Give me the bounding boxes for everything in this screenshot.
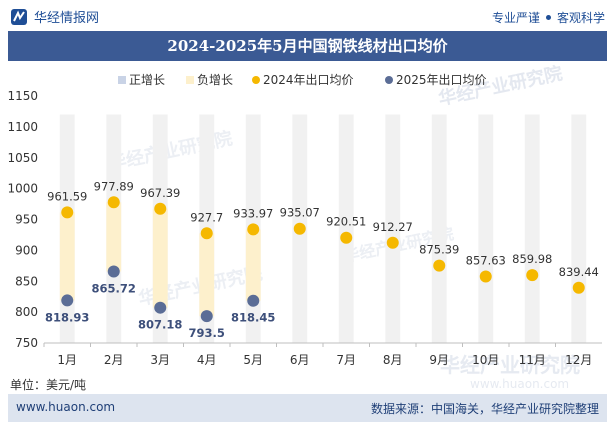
- data-label-2024: 935.07: [280, 206, 320, 220]
- legend-label-negative: 负增长: [197, 73, 233, 87]
- data-label-2024: 859.98: [512, 252, 552, 266]
- x-tick-label: 11月: [519, 353, 546, 367]
- point-2024: [61, 206, 74, 219]
- top-bar: 华经情报网 专业严谨 客观科学: [0, 0, 615, 32]
- data-label-2024: 920.51: [326, 215, 366, 229]
- motto: 专业严谨 客观科学: [492, 9, 605, 26]
- point-2025: [200, 310, 213, 323]
- y-tick-label: 1050: [7, 151, 38, 165]
- point-2024: [340, 231, 353, 244]
- legend-swatch-positive: [118, 76, 126, 84]
- data-label-2025: 818.45: [231, 311, 275, 325]
- y-tick-label: 850: [15, 274, 38, 288]
- data-label-2024: 857.63: [466, 254, 506, 268]
- point-2024: [247, 223, 260, 236]
- point-2024: [107, 196, 120, 209]
- x-tick-label: 2月: [104, 353, 124, 367]
- column-band: [571, 114, 587, 344]
- x-tick-label: 9月: [429, 353, 449, 367]
- data-label-2025: 865.72: [92, 282, 136, 296]
- point-2024: [200, 227, 213, 240]
- data-label-2025: 793.5: [189, 326, 225, 340]
- footer-source: 数据来源：中国海关，华经产业研究院整理: [370, 402, 599, 416]
- brand-name: 华经情报网: [34, 11, 100, 26]
- column-band: [524, 114, 540, 344]
- legend-marker-2024: [252, 76, 260, 84]
- unit-label: 单位：美元/吨: [10, 378, 87, 392]
- data-label-2024: 977.89: [94, 179, 134, 193]
- column-band: [431, 114, 447, 344]
- y-tick-label: 800: [15, 305, 38, 319]
- x-tick-label: 10月: [472, 353, 499, 367]
- data-label-2024: 875.39: [419, 243, 459, 257]
- change-bar: [59, 212, 75, 301]
- point-2024: [479, 270, 492, 283]
- data-label-2024: 961.59: [47, 189, 87, 203]
- legend-label-2025: 2025年出口均价: [396, 73, 487, 87]
- watermark-text: 华经产业研究院: [440, 353, 580, 377]
- legend-swatch-negative: [186, 76, 194, 84]
- data-label-2024: 912.27: [373, 220, 413, 234]
- huajing-logo-icon: [11, 8, 27, 25]
- data-label-2025: 807.18: [138, 318, 182, 332]
- brand[interactable]: 华经情报网: [10, 7, 99, 26]
- y-tick-label: 1100: [7, 120, 38, 134]
- point-2024: [433, 259, 446, 272]
- column-band: [385, 114, 401, 344]
- y-tick-label: 900: [15, 243, 38, 257]
- point-2024: [154, 202, 167, 215]
- footer-site[interactable]: www.huaon.com: [16, 400, 116, 414]
- x-tick-label: 3月: [150, 353, 170, 367]
- point-2025: [247, 294, 260, 307]
- watermark-text: 华经产业研究院: [106, 127, 234, 175]
- data-label-2024: 933.97: [233, 206, 273, 220]
- data-label-2024: 839.44: [559, 265, 599, 279]
- legend-marker-2025: [385, 76, 393, 84]
- x-tick-label: 5月: [243, 353, 263, 367]
- y-tick-label: 1000: [7, 182, 38, 196]
- y-tick-label: 950: [15, 213, 38, 227]
- column-band: [478, 114, 494, 344]
- chart-title: 2024-2025年5月中国钢铁线材出口均价: [167, 37, 448, 55]
- point-2024: [293, 222, 306, 235]
- motto-right: 客观科学: [556, 11, 605, 25]
- x-tick-label: 4月: [197, 353, 217, 367]
- point-2025: [61, 294, 74, 307]
- point-2025: [154, 301, 167, 314]
- change-bar: [245, 229, 261, 301]
- data-label-2024: 967.39: [140, 186, 180, 200]
- point-2024: [526, 269, 539, 282]
- footer: www.huaon.com 数据来源：中国海关，华经产业研究院整理: [8, 394, 607, 422]
- x-tick-label: 6月: [290, 353, 310, 367]
- data-label-2024: 927.7: [190, 210, 223, 224]
- point-2025: [107, 265, 120, 278]
- bullet-dot-icon: [545, 15, 551, 20]
- watermark-url: www.huaon.com: [470, 377, 569, 391]
- y-tick-label: 750: [15, 336, 38, 350]
- x-tick-label: 1月: [57, 353, 77, 367]
- legend-label-2024: 2024年出口均价: [263, 73, 354, 87]
- column-band: [338, 114, 354, 344]
- point-2024: [386, 236, 399, 249]
- title-bar: 2024-2025年5月中国钢铁线材出口均价: [8, 31, 607, 61]
- legend-label-positive: 正增长: [129, 73, 165, 87]
- x-tick-label: 8月: [383, 353, 403, 367]
- change-bar: [152, 208, 168, 308]
- data-label-2025: 818.93: [45, 310, 89, 324]
- change-bar: [106, 202, 122, 272]
- x-tick-label: 12月: [565, 353, 592, 367]
- change-bar: [199, 233, 215, 317]
- motto-left: 专业严谨: [491, 11, 540, 25]
- x-tick-label: 7月: [336, 353, 356, 367]
- y-tick-label: 1150: [7, 89, 38, 103]
- point-2024: [572, 281, 585, 294]
